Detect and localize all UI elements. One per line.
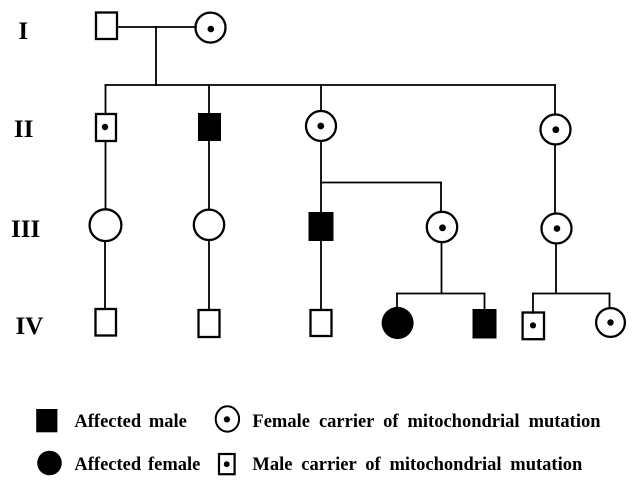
svg-text:II: II (14, 116, 33, 143)
svg-text:Affected female: Affected female (74, 455, 200, 475)
svg-text:IV: IV (16, 313, 44, 340)
svg-text:Affected male: Affected male (74, 412, 187, 432)
svg-text:Female carrier of mitochondria: Female carrier of mitochondrial mutation (252, 412, 601, 432)
svg-text:Male carrier of mitochondrial: Male carrier of mitochondrial mutation (252, 455, 583, 475)
svg-text:I: I (18, 18, 28, 45)
svg-text:III: III (11, 216, 40, 243)
